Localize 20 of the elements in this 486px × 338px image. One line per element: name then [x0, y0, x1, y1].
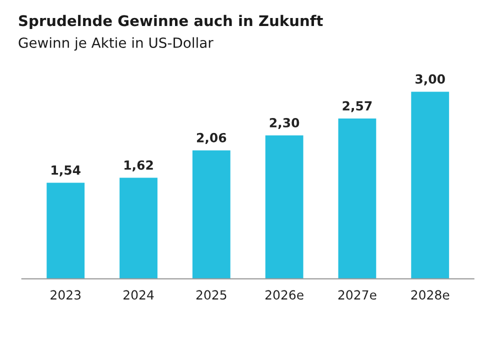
chart-title: Sprudelnde Gewinne auch in Zukunft — [19, 14, 323, 30]
x-tick-label: 2028e — [411, 290, 450, 300]
data-label: 1,54 — [52, 166, 80, 176]
bar — [46, 182, 85, 279]
data-label: 2,30 — [270, 118, 300, 130]
data-label: 2,06 — [196, 132, 226, 144]
data-label: 3,00 — [416, 74, 445, 86]
x-tick-label: 2024 — [124, 290, 154, 300]
bar — [265, 135, 304, 279]
bar — [120, 178, 158, 279]
x-tick-label: 2027e — [338, 290, 376, 300]
chart-subtitle: Gewinn je Aktie in US-Dollar — [18, 37, 214, 51]
bar — [338, 118, 376, 279]
data-label: 2,57 — [342, 101, 372, 112]
data-label: 1,62 — [124, 160, 153, 172]
x-tick-label: 2025 — [196, 290, 226, 300]
bar — [411, 92, 450, 279]
x-tick-label: 2023 — [50, 290, 81, 300]
bar — [192, 150, 230, 279]
x-tick-label: 2026e — [265, 290, 304, 300]
